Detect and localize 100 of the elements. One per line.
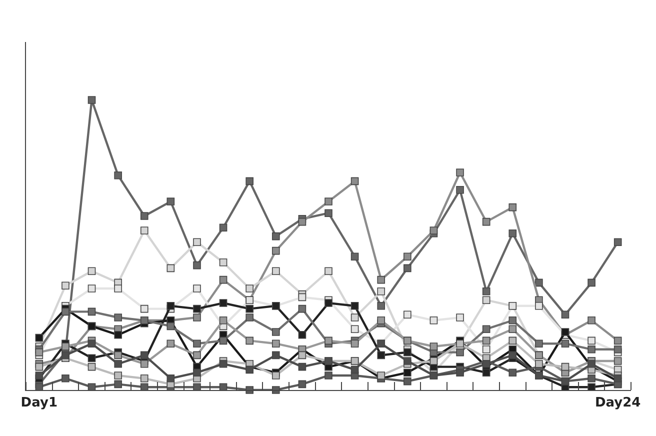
- point: [193, 261, 201, 270]
- point: [535, 302, 543, 310]
- point: [456, 168, 464, 176]
- point: [140, 351, 148, 360]
- point: [482, 218, 490, 226]
- point: [350, 252, 359, 260]
- point: [535, 360, 543, 368]
- point: [35, 348, 44, 356]
- point: [508, 203, 517, 212]
- point: [114, 351, 122, 360]
- point: [246, 304, 254, 313]
- point: [404, 252, 412, 260]
- point: [588, 360, 596, 368]
- point: [561, 362, 570, 371]
- point: [482, 336, 490, 345]
- point: [272, 351, 280, 360]
- point: [404, 368, 412, 376]
- point: [324, 198, 332, 206]
- point: [166, 340, 175, 348]
- point: [193, 238, 201, 246]
- point: [508, 316, 517, 324]
- point: [140, 360, 148, 368]
- point: [456, 186, 464, 194]
- point: [62, 342, 70, 350]
- point: [377, 316, 386, 324]
- point: [298, 331, 306, 339]
- point: [482, 288, 490, 296]
- point: [114, 380, 122, 388]
- point: [350, 366, 359, 374]
- point: [246, 386, 254, 394]
- point: [350, 302, 359, 310]
- point: [193, 368, 201, 376]
- point: [272, 328, 280, 336]
- point: [114, 172, 122, 180]
- point: [219, 276, 228, 284]
- point: [324, 267, 332, 275]
- point: [588, 278, 596, 287]
- point: [561, 310, 570, 318]
- point: [535, 340, 543, 348]
- point: [88, 340, 96, 348]
- point: [588, 346, 596, 354]
- point: [62, 282, 70, 290]
- point: [614, 336, 622, 345]
- point: [35, 334, 44, 342]
- point: [482, 360, 490, 368]
- point: [88, 96, 96, 104]
- point: [508, 325, 517, 333]
- point: [377, 351, 386, 360]
- point: [88, 354, 96, 362]
- point: [166, 302, 175, 310]
- point: [272, 372, 280, 380]
- point: [62, 308, 70, 316]
- point: [588, 383, 596, 391]
- point: [298, 380, 306, 388]
- point: [62, 351, 70, 360]
- point: [219, 336, 228, 345]
- point: [193, 383, 201, 391]
- point: [508, 230, 517, 238]
- point: [140, 212, 148, 220]
- point: [219, 360, 228, 368]
- point: [88, 267, 96, 275]
- point: [350, 340, 359, 348]
- point: [350, 177, 359, 186]
- point: [298, 218, 306, 226]
- point: [377, 372, 386, 380]
- point: [324, 209, 332, 217]
- point: [350, 314, 359, 322]
- point: [377, 276, 386, 284]
- point: [561, 328, 570, 336]
- point: [193, 314, 201, 322]
- point: [508, 368, 517, 376]
- point: [508, 336, 517, 345]
- point: [404, 264, 412, 272]
- point: [456, 348, 464, 356]
- point: [324, 336, 332, 345]
- point: [482, 325, 490, 333]
- point: [561, 340, 570, 348]
- point: [140, 374, 148, 382]
- point: [246, 177, 254, 186]
- point: [298, 304, 306, 313]
- point: [193, 304, 201, 313]
- point: [219, 224, 228, 232]
- point: [246, 336, 254, 345]
- point: [114, 331, 122, 339]
- point: [35, 362, 44, 371]
- point: [272, 232, 280, 240]
- point: [114, 372, 122, 380]
- point: [588, 374, 596, 382]
- point: [35, 372, 44, 380]
- point: [166, 264, 175, 272]
- point: [114, 314, 122, 322]
- point: [482, 346, 490, 354]
- point: [219, 258, 228, 266]
- point: [246, 284, 254, 292]
- point: [456, 368, 464, 376]
- point: [88, 284, 96, 292]
- point: [272, 246, 280, 255]
- point: [140, 383, 148, 391]
- point: [614, 238, 622, 246]
- point: [482, 296, 490, 304]
